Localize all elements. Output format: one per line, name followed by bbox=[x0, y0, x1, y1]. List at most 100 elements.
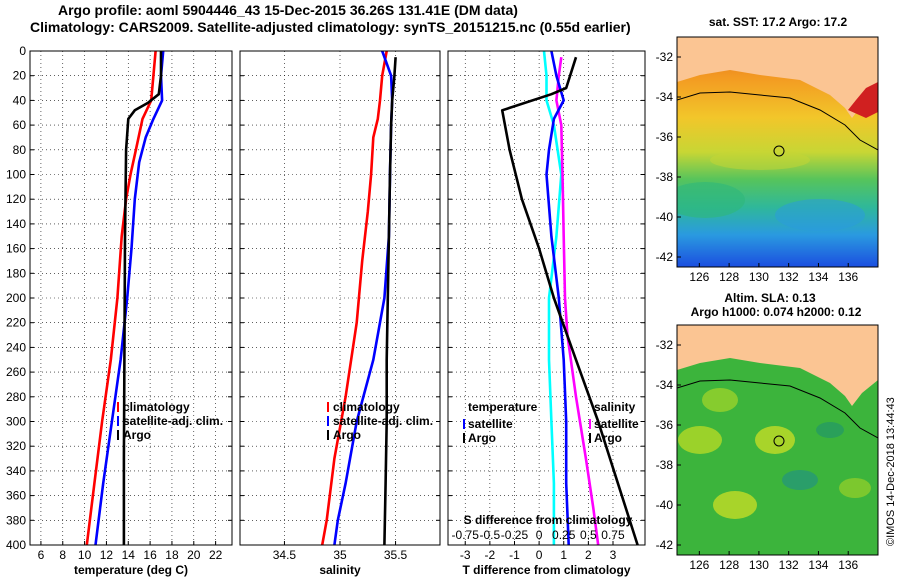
depth-tick-label: 340 bbox=[6, 464, 26, 478]
map-y-tick-label: -32 bbox=[656, 338, 674, 352]
sst-map-title: sat. SST: 17.2 Argo: 17.2 bbox=[709, 15, 848, 29]
map-y-tick-label: -34 bbox=[656, 90, 674, 104]
map-y-tick-label: -34 bbox=[656, 378, 674, 392]
profile-location-marker-2 bbox=[773, 435, 785, 447]
depth-tick-label: 60 bbox=[13, 118, 27, 132]
map-x-tick-label: 126 bbox=[689, 558, 709, 572]
figure-title-line-2: Climatology: CARS2009. Satellite-adjuste… bbox=[30, 19, 631, 35]
watermark: ©IMOS 14-Dec-2018 13:44:43 bbox=[885, 397, 897, 546]
x-tick-label: 8 bbox=[59, 548, 66, 562]
depth-tick-label: 380 bbox=[6, 513, 26, 527]
plot-frame bbox=[447, 50, 646, 546]
series-line-s-argo-diff bbox=[500, 56, 639, 546]
depth-tick-label: 400 bbox=[6, 538, 26, 552]
x-tick-label: 20 bbox=[187, 548, 201, 562]
profile-location-marker bbox=[773, 145, 785, 157]
x-tick-label: 14 bbox=[122, 548, 136, 562]
map-y-tick-label: -38 bbox=[656, 170, 674, 184]
sst-map bbox=[676, 36, 879, 268]
map-x-tick-label: 128 bbox=[719, 270, 739, 284]
legend-label: satellite bbox=[468, 417, 513, 431]
series-line-t-argo-diff bbox=[545, 50, 570, 546]
series-line-satellite-adj-clim- bbox=[94, 50, 165, 546]
depth-tick-label: 240 bbox=[6, 340, 26, 354]
series-line-satellite-adj-clim- bbox=[333, 50, 394, 546]
series-line-climatology bbox=[85, 50, 157, 546]
depth-tick-label: 220 bbox=[6, 316, 26, 330]
figure-title-line-1: Argo profile: aoml 5904446_43 15-Dec-201… bbox=[58, 2, 518, 18]
x-tick-label: -2 bbox=[485, 548, 496, 562]
map-x-tick-label: 132 bbox=[779, 270, 799, 284]
legend-label: Argo bbox=[468, 431, 496, 445]
map-x-tick-label: 130 bbox=[749, 270, 769, 284]
depth-tick-label: 120 bbox=[6, 192, 26, 206]
sla-map-title-1: Altim. SLA: 0.13 bbox=[724, 291, 816, 305]
sla-map bbox=[676, 324, 879, 556]
australia-landmass bbox=[677, 37, 878, 118]
depth-tick-label: 100 bbox=[6, 168, 26, 182]
s-difference-tick-label: -0.5 bbox=[480, 528, 501, 542]
depth-tick-label: 160 bbox=[6, 242, 26, 256]
legend-label: satellite bbox=[594, 417, 639, 431]
legend-label: climatology bbox=[123, 400, 190, 414]
legend-label: Argo bbox=[333, 428, 361, 442]
plot-frame bbox=[239, 50, 441, 546]
legend-title-temperature: temperature bbox=[468, 400, 538, 414]
map-x-tick-label: 126 bbox=[689, 270, 709, 284]
s-difference-tick-label: 0.75 bbox=[601, 528, 625, 542]
depth-tick-label: 0 bbox=[19, 44, 26, 58]
coastal-warm-patch bbox=[848, 82, 878, 118]
map-y-tick-label: -32 bbox=[656, 50, 674, 64]
depth-tick-label: 300 bbox=[6, 415, 26, 429]
series-line-s-satellite-diff bbox=[555, 57, 600, 546]
x-axis-label: temperature (deg C) bbox=[74, 563, 188, 577]
legend-label: Argo bbox=[594, 431, 622, 445]
x-tick-label: -3 bbox=[460, 548, 471, 562]
x-tick-label: 22 bbox=[209, 548, 223, 562]
australia-landmass-2 bbox=[677, 325, 878, 406]
depth-tick-label: 280 bbox=[6, 390, 26, 404]
depth-tick-label: 320 bbox=[6, 439, 26, 453]
sla-map-title-2: Argo h1000: 0.074 h2000: 0.12 bbox=[691, 305, 862, 319]
legend-label: satellite-adj. clim. bbox=[333, 414, 433, 428]
x-tick-label: 18 bbox=[165, 548, 179, 562]
map-y-tick-label: -38 bbox=[656, 458, 674, 472]
x-axis-label: T difference from climatology bbox=[462, 563, 630, 577]
map-x-tick-label: 136 bbox=[838, 270, 858, 284]
map-y-tick-label: -36 bbox=[656, 418, 674, 432]
map-y-tick-label: -40 bbox=[656, 210, 674, 224]
x-tick-label: -1 bbox=[509, 548, 520, 562]
map-y-tick-label: -40 bbox=[656, 498, 674, 512]
depth-tick-label: 140 bbox=[6, 217, 26, 231]
depth-tick-label: 360 bbox=[6, 489, 26, 503]
x-tick-label: 16 bbox=[143, 548, 157, 562]
x-tick-label: 10 bbox=[78, 548, 92, 562]
x-tick-label: 2 bbox=[585, 548, 592, 562]
legend-label: climatology bbox=[333, 400, 400, 414]
s-difference-tick-label: -0.75 bbox=[452, 528, 480, 542]
legend-label: satellite-adj. clim. bbox=[123, 414, 223, 428]
s-difference-tick-label: 0.5 bbox=[580, 528, 597, 542]
legend-label: Argo bbox=[123, 428, 151, 442]
s-difference-axis-label: S difference from climatology bbox=[464, 513, 633, 527]
depth-tick-label: 80 bbox=[13, 143, 27, 157]
depth-tick-label: 180 bbox=[6, 266, 26, 280]
series-line-climatology bbox=[320, 50, 388, 546]
map-y-tick-label: -42 bbox=[656, 250, 674, 264]
x-tick-label: 34.5 bbox=[273, 548, 297, 562]
map-x-tick-label: 134 bbox=[808, 558, 828, 572]
x-tick-label: 3 bbox=[610, 548, 617, 562]
x-axis-label: salinity bbox=[319, 563, 361, 577]
depth-tick-label: 40 bbox=[13, 93, 27, 107]
x-tick-label: 0 bbox=[536, 548, 543, 562]
plot-frame bbox=[29, 50, 233, 546]
map-y-tick-label: -42 bbox=[656, 538, 674, 552]
depth-tick-label: 20 bbox=[13, 69, 27, 83]
x-tick-label: 35.5 bbox=[384, 548, 408, 562]
map-x-tick-label: 132 bbox=[779, 558, 799, 572]
series-line-argo bbox=[383, 57, 397, 546]
map-y-tick-label: -36 bbox=[656, 130, 674, 144]
depth-tick-label: 260 bbox=[6, 365, 26, 379]
legend-title-salinity: salinity bbox=[594, 400, 636, 414]
